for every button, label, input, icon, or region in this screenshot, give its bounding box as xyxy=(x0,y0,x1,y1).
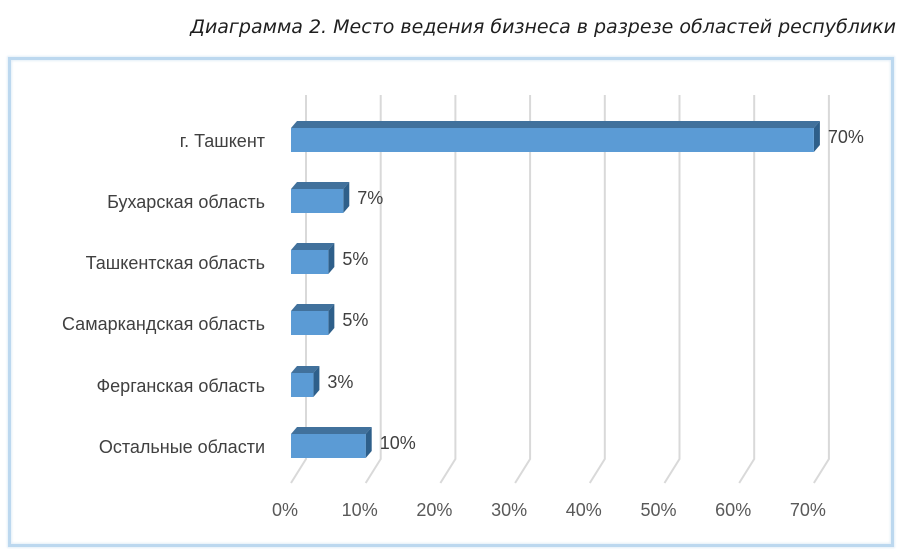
category-label: Самаркандская область xyxy=(62,314,265,334)
bar-top xyxy=(291,366,320,373)
bar xyxy=(291,311,329,335)
data-label: 70% xyxy=(828,127,864,147)
bar-side xyxy=(313,366,320,397)
bar-side xyxy=(328,304,335,335)
bar-top xyxy=(291,243,335,250)
data-label: 5% xyxy=(342,310,368,330)
x-tick-label: 50% xyxy=(640,500,676,520)
category-label: Ферганская область xyxy=(96,376,265,396)
bar-top xyxy=(291,121,820,128)
x-tick-label: 30% xyxy=(491,500,527,520)
bar xyxy=(291,189,344,213)
bar xyxy=(291,128,814,152)
data-label: 3% xyxy=(327,372,353,392)
category-label: Остальные области xyxy=(99,437,265,457)
x-tick-label: 0% xyxy=(272,500,298,520)
gridline xyxy=(663,95,681,484)
category-label: Ташкентская область xyxy=(86,253,265,273)
bar-side xyxy=(343,182,350,213)
data-label: 7% xyxy=(357,188,383,208)
x-tick-label: 60% xyxy=(715,500,751,520)
x-tick-label: 70% xyxy=(790,500,826,520)
gridline xyxy=(514,95,532,484)
gridline xyxy=(439,95,457,484)
bar-side xyxy=(328,243,335,274)
bar-top xyxy=(291,182,350,189)
bar-top xyxy=(291,427,372,434)
category-label: Бухарская область xyxy=(107,192,265,212)
category-label: г. Ташкент xyxy=(180,131,265,151)
data-label: 10% xyxy=(380,433,416,453)
bar-side xyxy=(813,121,820,152)
gridline xyxy=(738,95,756,484)
x-tick-label: 10% xyxy=(342,500,378,520)
gridline xyxy=(290,95,307,484)
bar-top xyxy=(291,304,335,311)
bar-side xyxy=(365,427,372,458)
gridline xyxy=(588,95,606,484)
bar xyxy=(291,373,314,397)
chart-title: Диаграмма 2. Место ведения бизнеса в раз… xyxy=(190,16,896,38)
gridline xyxy=(813,95,830,484)
data-label: 5% xyxy=(342,249,368,269)
bar xyxy=(291,250,329,274)
gridline xyxy=(364,95,382,484)
bar xyxy=(291,434,366,458)
x-tick-label: 40% xyxy=(566,500,602,520)
x-tick-label: 20% xyxy=(416,500,452,520)
